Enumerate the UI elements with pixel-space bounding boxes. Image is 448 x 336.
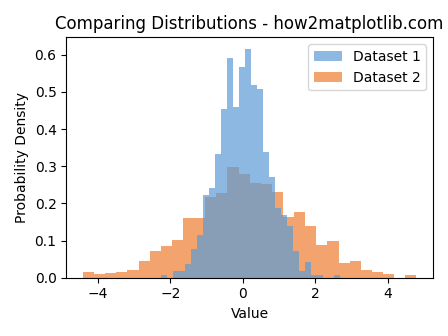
Bar: [179, 271, 185, 278]
Bar: [233, 107, 238, 278]
Bar: [138, 261, 150, 278]
Bar: [227, 58, 233, 278]
Bar: [327, 241, 339, 278]
Bar: [116, 272, 127, 278]
Bar: [298, 271, 305, 278]
Bar: [228, 167, 238, 278]
Bar: [183, 218, 194, 278]
Bar: [83, 272, 94, 278]
Bar: [361, 270, 372, 278]
Bar: [250, 85, 257, 278]
Bar: [127, 270, 138, 278]
Bar: [268, 177, 275, 278]
Bar: [238, 173, 250, 278]
Bar: [105, 273, 116, 278]
Bar: [335, 276, 340, 278]
Bar: [197, 235, 202, 278]
Bar: [349, 261, 361, 278]
Title: Comparing Distributions - how2matplotlib.com: Comparing Distributions - how2matplotlib…: [56, 15, 444, 33]
Bar: [172, 240, 183, 278]
Legend: Dataset 1, Dataset 2: Dataset 1, Dataset 2: [308, 44, 426, 90]
Bar: [185, 264, 190, 278]
Bar: [194, 218, 205, 278]
Bar: [160, 276, 167, 278]
Bar: [261, 184, 272, 278]
Bar: [150, 251, 161, 278]
Bar: [383, 274, 394, 278]
Bar: [305, 226, 316, 278]
Bar: [205, 197, 216, 278]
Bar: [293, 251, 298, 278]
Bar: [272, 192, 283, 278]
Bar: [287, 226, 293, 278]
Bar: [405, 275, 416, 278]
Bar: [280, 215, 287, 278]
X-axis label: Value: Value: [231, 307, 269, 321]
Bar: [294, 212, 305, 278]
Bar: [275, 208, 280, 278]
Bar: [190, 249, 197, 278]
Bar: [250, 183, 261, 278]
Bar: [263, 152, 268, 278]
Bar: [215, 154, 220, 278]
Bar: [316, 276, 323, 278]
Bar: [94, 274, 105, 278]
Bar: [339, 263, 349, 278]
Y-axis label: Probability Density: Probability Density: [15, 92, 29, 223]
Bar: [305, 262, 310, 278]
Bar: [220, 110, 227, 278]
Bar: [216, 193, 228, 278]
Bar: [372, 272, 383, 278]
Bar: [238, 67, 245, 278]
Bar: [208, 188, 215, 278]
Bar: [316, 245, 327, 278]
Bar: [172, 271, 179, 278]
Bar: [245, 49, 250, 278]
Bar: [310, 276, 316, 278]
Bar: [161, 246, 172, 278]
Bar: [257, 89, 263, 278]
Bar: [202, 195, 208, 278]
Bar: [283, 217, 294, 278]
